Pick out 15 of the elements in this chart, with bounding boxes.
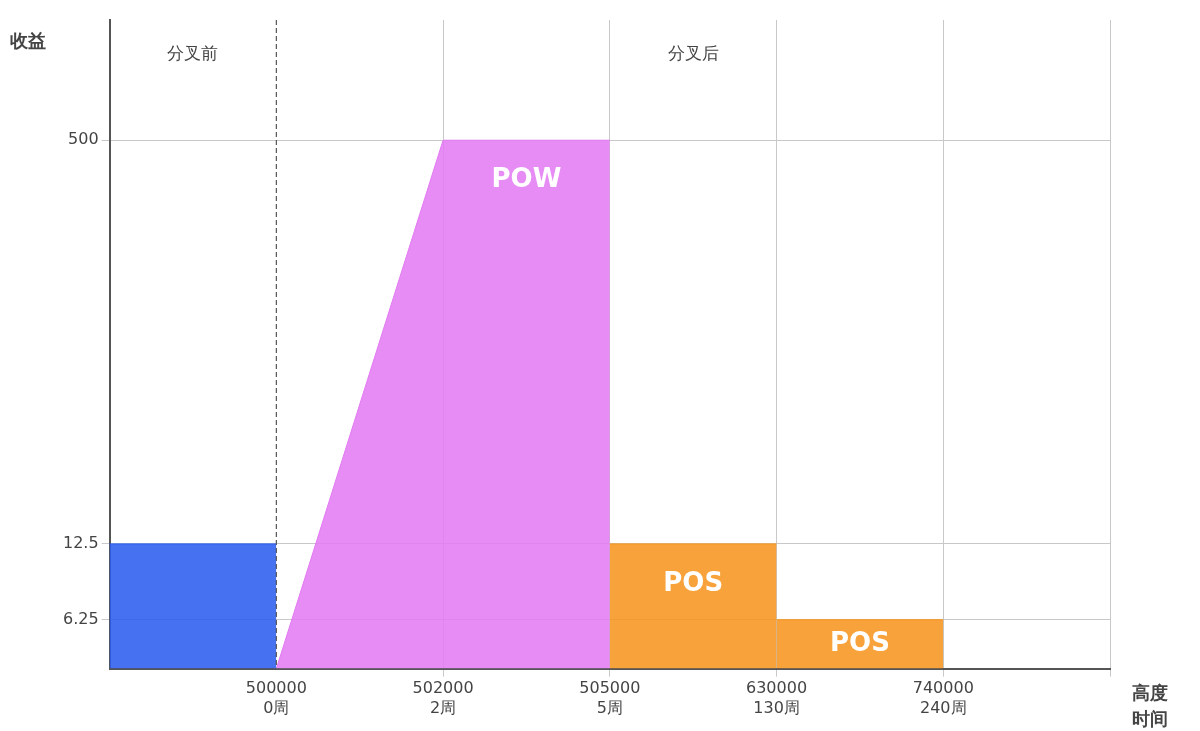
y-axis-title: 收益 bbox=[10, 29, 46, 51]
series-label: POW bbox=[491, 162, 562, 193]
x-tick-label: 502000 2周 bbox=[412, 678, 474, 717]
annotation: 分叉后 bbox=[667, 43, 719, 64]
x-tick-label: 500000 0周 bbox=[245, 678, 307, 717]
x-tick-label: 505000 5周 bbox=[579, 678, 641, 717]
x-tick-label: 740000 240周 bbox=[912, 678, 974, 717]
y-tick-label: 500 bbox=[68, 129, 99, 149]
series-label: POS bbox=[663, 566, 724, 597]
y-tick-label: 6.25 bbox=[63, 608, 99, 628]
annotation: 分叉前 bbox=[167, 43, 219, 64]
x-axis-title: 高度时间 bbox=[1132, 682, 1168, 730]
x-tick-label: 630000 130周 bbox=[746, 678, 808, 717]
y-tick-label: 12.5 bbox=[63, 533, 99, 553]
series-label: POS bbox=[829, 626, 890, 657]
